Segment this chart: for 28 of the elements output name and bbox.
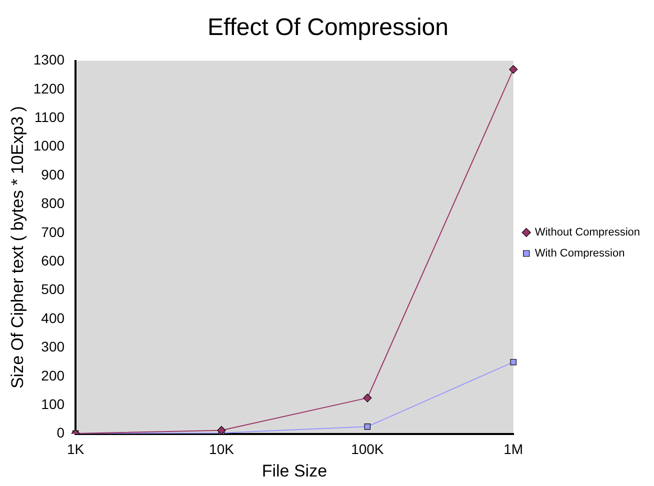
point xyxy=(363,394,372,402)
y-tick-label: 700 xyxy=(41,224,65,240)
x-tick-label: 1K xyxy=(66,441,85,458)
x-tick-label: 1M xyxy=(504,441,524,458)
point xyxy=(217,426,226,434)
y-tick-label: 500 xyxy=(41,281,65,298)
point xyxy=(509,65,518,74)
y-tick-label: 300 xyxy=(41,338,65,355)
y-tick-label: 0 xyxy=(56,424,65,441)
y-tick-label: 1300 xyxy=(33,52,65,68)
y-tick-label: 600 xyxy=(41,252,65,269)
point xyxy=(364,424,371,430)
y-tick-label: 200 xyxy=(41,367,65,384)
legend-label: With Compression xyxy=(534,248,625,260)
chart-title: Effect Of Compression xyxy=(208,14,448,42)
y-tick-label: 100 xyxy=(41,396,65,412)
y-tick-label: 400 xyxy=(41,310,65,326)
y-axis-title: Size Of Cipher text ( bytes * 10Exp3 ) xyxy=(8,106,27,389)
y-tick-label: 800 xyxy=(41,195,65,212)
x-tick-label: 10K xyxy=(209,441,235,458)
y-tick-label: 1100 xyxy=(34,109,65,126)
y-tick-label: 1200 xyxy=(33,80,65,96)
legend-label: Without Compression xyxy=(534,226,640,239)
y-tick-label: 900 xyxy=(41,166,65,182)
x-tick-label: 100K xyxy=(351,441,384,458)
y-tick-label: 1000 xyxy=(33,138,65,154)
point xyxy=(510,358,516,366)
x-axis-title: File Size xyxy=(262,461,328,480)
